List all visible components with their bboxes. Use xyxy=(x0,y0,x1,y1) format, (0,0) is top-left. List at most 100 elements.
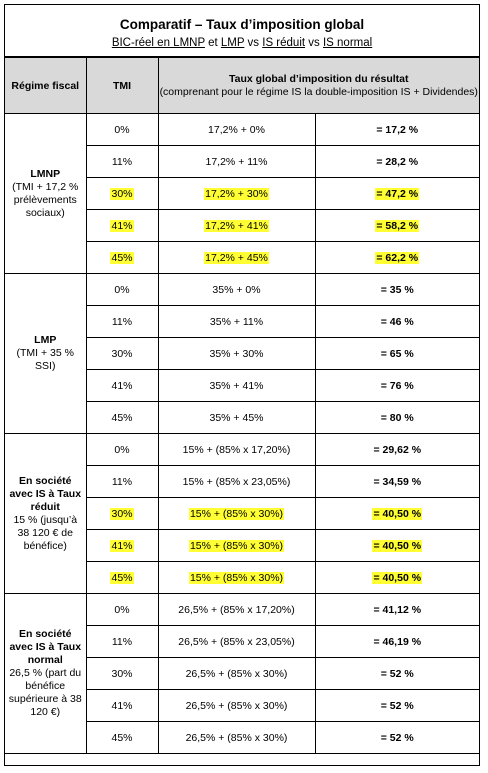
table-row: 45% 15% + (85% x 30%) = 40,50 % xyxy=(5,561,479,594)
result-value: = 47,2 % xyxy=(375,187,420,200)
result-cell: = 76 % xyxy=(314,369,479,402)
tmi-value: 0% xyxy=(114,603,130,616)
regime-cell: LMP (TMI + 35 % SSI) xyxy=(5,273,87,434)
formula-value: 17,2% + 41% xyxy=(204,219,269,232)
formula-cell: 17,2% + 30% xyxy=(157,177,316,210)
formula-cell: 17,2% + 0% xyxy=(157,113,316,146)
formula-cell: 26,5% + (85% x 30%) xyxy=(157,657,316,690)
result-value: = 29,62 % xyxy=(373,443,422,456)
result-value: = 58,2 % xyxy=(375,219,420,232)
result-cell: = 40,50 % xyxy=(314,561,479,594)
result-value: = 80 % xyxy=(380,411,414,424)
formula-cell: 35% + 41% xyxy=(157,369,316,402)
formula-cell: 15% + (85% x 30%) xyxy=(157,561,316,594)
result-cell: = 52 % xyxy=(314,689,479,722)
subtitle-part-is-reduit: IS réduit xyxy=(262,37,306,49)
formula-value: 26,5% + (85% x 30%) xyxy=(185,699,288,712)
tmi-value: 41% xyxy=(110,219,134,232)
header-taux: Taux global d’imposition du résultat (co… xyxy=(157,57,479,114)
formula-cell: 26,5% + (85% x 17,20%) xyxy=(157,593,316,626)
tmi-value: 11% xyxy=(111,635,133,648)
formula-value: 35% + 11% xyxy=(209,315,264,328)
formula-value: 15% + (85% x 30%) xyxy=(188,539,285,552)
tmi-value: 11% xyxy=(111,315,133,328)
result-value: = 40,50 % xyxy=(372,507,423,520)
regime-cell: En société avec IS à Taux normal 26,5 % (… xyxy=(5,593,87,754)
subtitle-separator: vs xyxy=(244,37,263,49)
formula-cell: 35% + 30% xyxy=(157,337,316,370)
page-title: Comparatif – Taux d’imposition global xyxy=(119,17,365,32)
result-value: = 52 % xyxy=(380,667,414,680)
regime-description: 26,5 % (part du bénéfice supérieure à 38… xyxy=(8,667,82,718)
result-cell: = 35 % xyxy=(314,273,479,306)
subtitle-separator: et xyxy=(204,37,221,49)
result-cell: = 65 % xyxy=(314,337,479,370)
formula-cell: 15% + (85% x 30%) xyxy=(157,497,316,530)
formula-value: 17,2% + 0% xyxy=(208,123,265,136)
formula-value: 26,5% + (85% x 30%) xyxy=(185,667,288,680)
formula-cell: 15% + (85% x 30%) xyxy=(157,529,316,562)
tmi-value: 45% xyxy=(111,731,133,744)
formula-cell: 15% + (85% x 17,20%) xyxy=(157,433,316,466)
formula-cell: 17,2% + 11% xyxy=(157,145,316,178)
tmi-cell: 45% xyxy=(86,241,159,274)
result-value: = 76 % xyxy=(380,379,414,392)
subtitle-part-is-normal: IS normal xyxy=(322,37,373,49)
tmi-cell: 11% xyxy=(86,145,159,178)
table-row: 41% 26,5% + (85% x 30%) = 52 % xyxy=(5,689,479,722)
formula-value: 17,2% + 11% xyxy=(205,155,268,168)
result-cell: = 40,50 % xyxy=(314,497,479,530)
document-frame: Comparatif – Taux d’imposition global BI… xyxy=(4,4,480,766)
table-row: 41% 35% + 41% = 76 % xyxy=(5,369,479,402)
table-row: LMNP (TMI + 17,2 % prélèvements sociaux) 0… xyxy=(5,113,479,274)
table-row: 11% 26,5% + (85% x 23,05%) = 46,19 % xyxy=(5,625,479,658)
formula-value: 26,5% + (85% x 23,05%) xyxy=(178,635,295,648)
table-row: 11% 35% + 11% = 46 % xyxy=(5,305,479,338)
result-cell: = 46 % xyxy=(314,305,479,338)
regime-cell: LMNP (TMI + 17,2 % prélèvements sociaux) xyxy=(5,113,87,274)
tmi-cell: 30% xyxy=(86,657,159,690)
result-value: = 40,50 % xyxy=(372,571,423,584)
tmi-cell: 0% xyxy=(85,593,159,626)
regime-name: LMP xyxy=(34,334,57,346)
table-row: 30% 26,5% + (85% x 30%) = 52 % xyxy=(5,657,479,690)
formula-cell: 26,5% + (85% x 30%) xyxy=(157,721,316,754)
formula-value: 15% + (85% x 30%) xyxy=(188,571,285,584)
tmi-value: 0% xyxy=(114,283,130,296)
tmi-cell: 41% xyxy=(86,209,159,242)
tmi-value: 30% xyxy=(110,507,134,520)
result-cell: = 29,62 % xyxy=(314,433,479,466)
result-cell: = 52 % xyxy=(314,657,479,690)
formula-value: 35% + 41% xyxy=(209,379,264,392)
result-cell: = 52 % xyxy=(314,721,479,754)
tmi-cell: 45% xyxy=(86,561,159,594)
tmi-cell: 41% xyxy=(86,689,159,722)
formula-value: 26,5% + (85% x 30%) xyxy=(185,731,288,744)
result-cell: = 41,12 % xyxy=(314,593,479,626)
tmi-value: 45% xyxy=(110,251,134,264)
formula-cell: 26,5% + (85% x 30%) xyxy=(157,689,316,722)
result-value: = 41,12 % xyxy=(373,603,422,616)
page-subtitle: BIC-réel en LMNP et LMP vs IS réduit vs … xyxy=(5,36,479,50)
result-value: = 52 % xyxy=(380,731,414,744)
header-tmi: TMI xyxy=(85,57,159,114)
tmi-cell: 0% xyxy=(85,113,159,146)
tmi-value: 11% xyxy=(111,155,133,168)
tmi-value: 30% xyxy=(111,667,133,680)
table-row: 41% 15% + (85% x 30%) = 40,50 % xyxy=(5,529,479,562)
result-cell: = 62,2 % xyxy=(314,241,479,274)
table-row: LMP (TMI + 35 % SSI) 0% 35% + 0% = 35 % xyxy=(5,273,479,434)
regime-name: LMNP xyxy=(30,167,61,180)
table-row: 30% 35% + 30% = 65 % xyxy=(5,337,479,370)
tmi-value: 45% xyxy=(110,571,134,584)
regime-description: (TMI + 35 % SSI) xyxy=(16,347,74,372)
header-taux-subtitle: (comprenant pour le régime IS la double-… xyxy=(159,86,478,98)
header-regime: Régime fiscal xyxy=(5,57,87,114)
tmi-value: 30% xyxy=(111,347,133,360)
result-cell: = 28,2 % xyxy=(314,145,479,178)
result-value: = 65 % xyxy=(380,347,414,360)
tmi-cell: 30% xyxy=(86,497,159,530)
result-value: = 28,2 % xyxy=(376,155,419,168)
tmi-cell: 45% xyxy=(86,721,159,754)
table-row: 30% 17,2% + 30% = 47,2 % xyxy=(5,177,479,210)
